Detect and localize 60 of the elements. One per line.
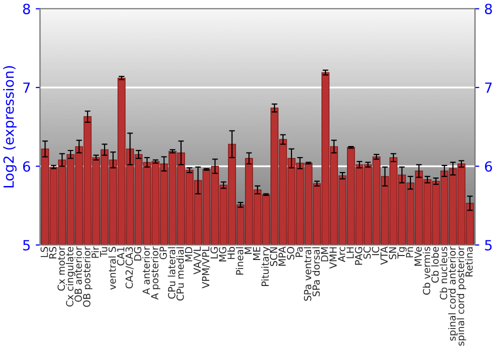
y2-tick-label: 8: [484, 4, 492, 14]
x-tick-label: Cx motor: [58, 246, 65, 291]
x-tick-label: CA2/CA3: [126, 247, 134, 288]
x-tick-label: CPu lateral: [168, 247, 176, 299]
x-tick-label: LG: [210, 247, 218, 258]
y2-tick-label: 5: [485, 240, 492, 250]
x-tick-label: MPA: [278, 246, 286, 266]
x-tick-label: GP: [160, 246, 167, 260]
x-tick-label: RS: [49, 246, 56, 258]
x-tick-label: A posterior: [150, 246, 160, 300]
x-tick-label: CA1: [117, 247, 124, 266]
x-tick-label: ME: [253, 247, 260, 260]
x-tick-label: Retina: [465, 247, 473, 276]
x-tick-label: spinal cord posterior: [456, 246, 466, 346]
x-tick-label: LS: [40, 246, 48, 258]
x-tick-label: SO: [286, 246, 294, 260]
x-tick-label: MVe: [414, 246, 422, 266]
x-tick-label: SC: [363, 246, 371, 259]
x-tick-label: Cb lobe: [431, 246, 439, 283]
x-tick-label: Cb nucleus: [440, 246, 448, 300]
x-tick-label: DM: [321, 247, 328, 262]
x-tick-label: VPM/VPL: [202, 246, 210, 288]
y-tick-label: 7: [23, 82, 30, 93]
y-axis-title: Log2 (expression): [3, 66, 17, 188]
x-tick-label: IC: [372, 246, 380, 256]
x-tick-label: Pa: [296, 247, 303, 257]
x-tick-label: Pn: [406, 247, 414, 258]
x-tick-label: ventral S: [108, 246, 116, 290]
x-tick-label: Arc: [338, 246, 346, 262]
x-tick-label: Hb: [227, 246, 235, 259]
y2-tick-label: 7: [485, 82, 492, 93]
x-tick-label: Pineal: [236, 247, 244, 275]
x-tick-label: Pituitary: [261, 246, 271, 286]
x-tick-label: Tu: [100, 247, 108, 258]
x-tick-label: VA/VL: [194, 246, 202, 274]
x-tick-label: SN: [388, 247, 396, 260]
x-tick-label: SPa ventral: [304, 247, 312, 301]
y2-tick-label: 6: [485, 161, 492, 172]
y-tick-label: 5: [23, 240, 30, 250]
x-tick-label: A anterior: [142, 246, 150, 295]
x-tick-label: Cx cingulate: [66, 246, 76, 306]
x-tick-label: SCN: [270, 247, 278, 266]
x-tick-label: CPu medial: [176, 247, 184, 301]
x-tick-label: OB anterior: [74, 246, 82, 302]
x-tick-label: MG: [218, 247, 226, 262]
x-tick-label: VMH: [330, 247, 337, 269]
x-tick-label: SPa dorsal: [312, 247, 320, 296]
x-tick-label: OB posterior: [82, 246, 92, 307]
x-tick-label: spinal cord anterior: [448, 246, 458, 341]
x-tick-label: M: [244, 247, 252, 254]
y-tick-label: 8: [23, 4, 30, 14]
x-tick-label: Tg: [398, 247, 407, 259]
x-tick-label: LH: [346, 247, 354, 258]
y-tick-label: 6: [23, 161, 30, 172]
x-tick-label: Pir: [91, 246, 99, 258]
x-tick-label: PAG: [354, 247, 362, 265]
x-tick-label: MD: [185, 246, 192, 262]
x-tick-label: DG: [134, 247, 142, 260]
x-tick-label: Cb vermis: [422, 246, 430, 295]
x-tick-label: VTA: [380, 246, 388, 265]
